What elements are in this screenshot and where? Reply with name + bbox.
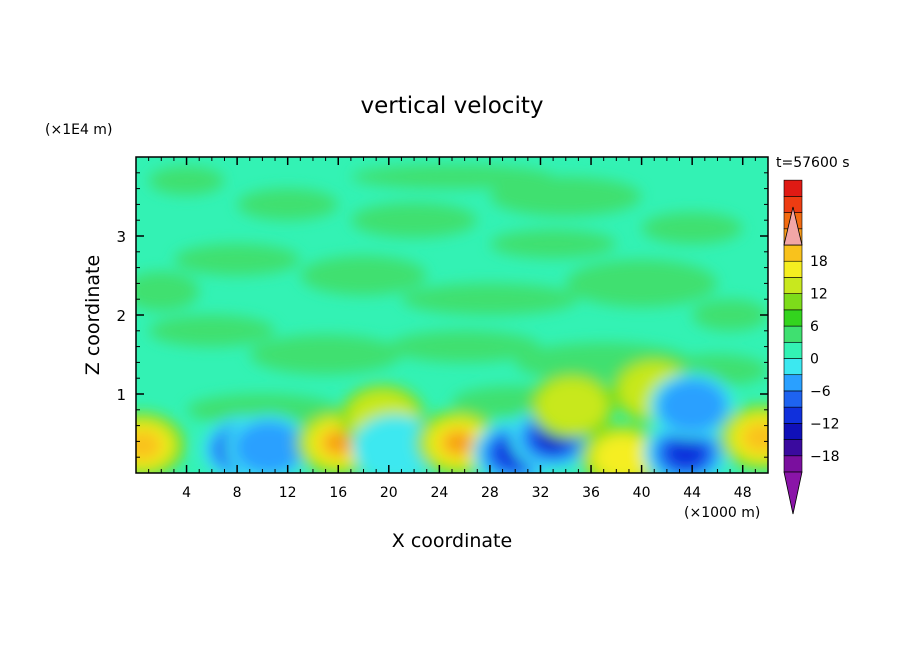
field-band (250, 334, 402, 375)
field-band (186, 394, 338, 426)
downdraft-cell (666, 438, 706, 469)
x-tick-label: 8 (233, 485, 242, 501)
x-tick-label: 20 (380, 485, 398, 501)
colorbar: 18 12 6 0 −6 −12 −18 (783, 179, 840, 515)
colorbar-label: −12 (810, 416, 840, 432)
field-band (490, 176, 642, 217)
field-band (237, 188, 339, 221)
colorbar-label: −6 (810, 384, 831, 400)
colorbar-swatch (783, 423, 803, 440)
x-tick-label: 48 (734, 485, 752, 501)
field-band (566, 259, 718, 308)
x-tick-label: 32 (532, 485, 550, 501)
field-band (401, 283, 579, 316)
updraft-cell (742, 422, 768, 453)
colorbar-label: 0 (810, 352, 819, 368)
colorbar-label: 12 (810, 287, 828, 303)
field-band (148, 315, 275, 347)
field-band (490, 229, 617, 259)
field-band (148, 166, 225, 195)
chart-title: vertical velocity (361, 93, 544, 119)
y-axis: 1 2 3 (116, 172, 768, 458)
field-band (351, 202, 478, 238)
y-tick-label: 3 (116, 228, 126, 246)
colorbar-swatch (783, 179, 803, 197)
colorbar-over-arrow (783, 206, 803, 246)
x-tick-label: 12 (279, 485, 297, 501)
colorbar-swatch (783, 260, 803, 278)
y-tick-label: 2 (116, 307, 126, 325)
time-label: t=57600 s (776, 155, 850, 171)
colorbar-swatch (783, 358, 803, 376)
y-axis-label: Z coordinate (82, 255, 104, 375)
updraft-cell (446, 433, 471, 453)
colorbar-swatch (783, 374, 803, 392)
field-band (136, 271, 200, 312)
colorbar-swatch (783, 293, 803, 311)
x-tick-label: 36 (582, 485, 600, 501)
colorbar-label: 6 (810, 319, 819, 335)
x-tick-label: 40 (633, 485, 651, 501)
downdraft-cell (233, 420, 304, 473)
colorbar-swatch (783, 341, 803, 359)
x-axis: 4 8 12 16 20 24 28 32 36 40 44 48 (148, 157, 756, 501)
x-tick-label: 16 (329, 485, 347, 501)
field-band (300, 255, 427, 296)
colorbar-label: −18 (810, 449, 840, 465)
plot-area (136, 157, 768, 473)
x-tick-label: 28 (481, 485, 499, 501)
updraft-cell (537, 378, 608, 433)
y-unit-label: (×1E4 m) (45, 122, 112, 138)
updraft-cell (326, 433, 350, 453)
field-band (389, 330, 541, 363)
field-band (692, 299, 768, 331)
x-tick-label: 24 (430, 485, 448, 501)
colorbar-swatch (783, 309, 803, 327)
colorbar-swatch (783, 325, 803, 343)
x-tick-label: 44 (683, 485, 701, 501)
colorbar-swatch (783, 439, 803, 457)
colorbar-swatch (783, 406, 803, 424)
field-band (174, 243, 301, 276)
field-band (351, 164, 553, 189)
colorbar-label: 18 (810, 254, 828, 270)
updraft-cell (595, 436, 650, 473)
x-axis-label: X coordinate (392, 530, 512, 552)
x-unit-label: (×1000 m) (684, 505, 760, 521)
colorbar-under-arrow (783, 471, 803, 515)
colorbar-swatch (783, 244, 803, 262)
y-tick-label: 1 (116, 386, 126, 404)
colorbar-swatch (783, 277, 803, 294)
x-tick-label: 4 (182, 485, 191, 501)
colorbar-swatch (783, 390, 803, 408)
field-band (641, 212, 743, 244)
colorbar-swatch (783, 455, 803, 473)
downdraft-cell (657, 378, 728, 433)
downdraft-cell (352, 414, 438, 473)
updraft-cell (136, 430, 162, 461)
